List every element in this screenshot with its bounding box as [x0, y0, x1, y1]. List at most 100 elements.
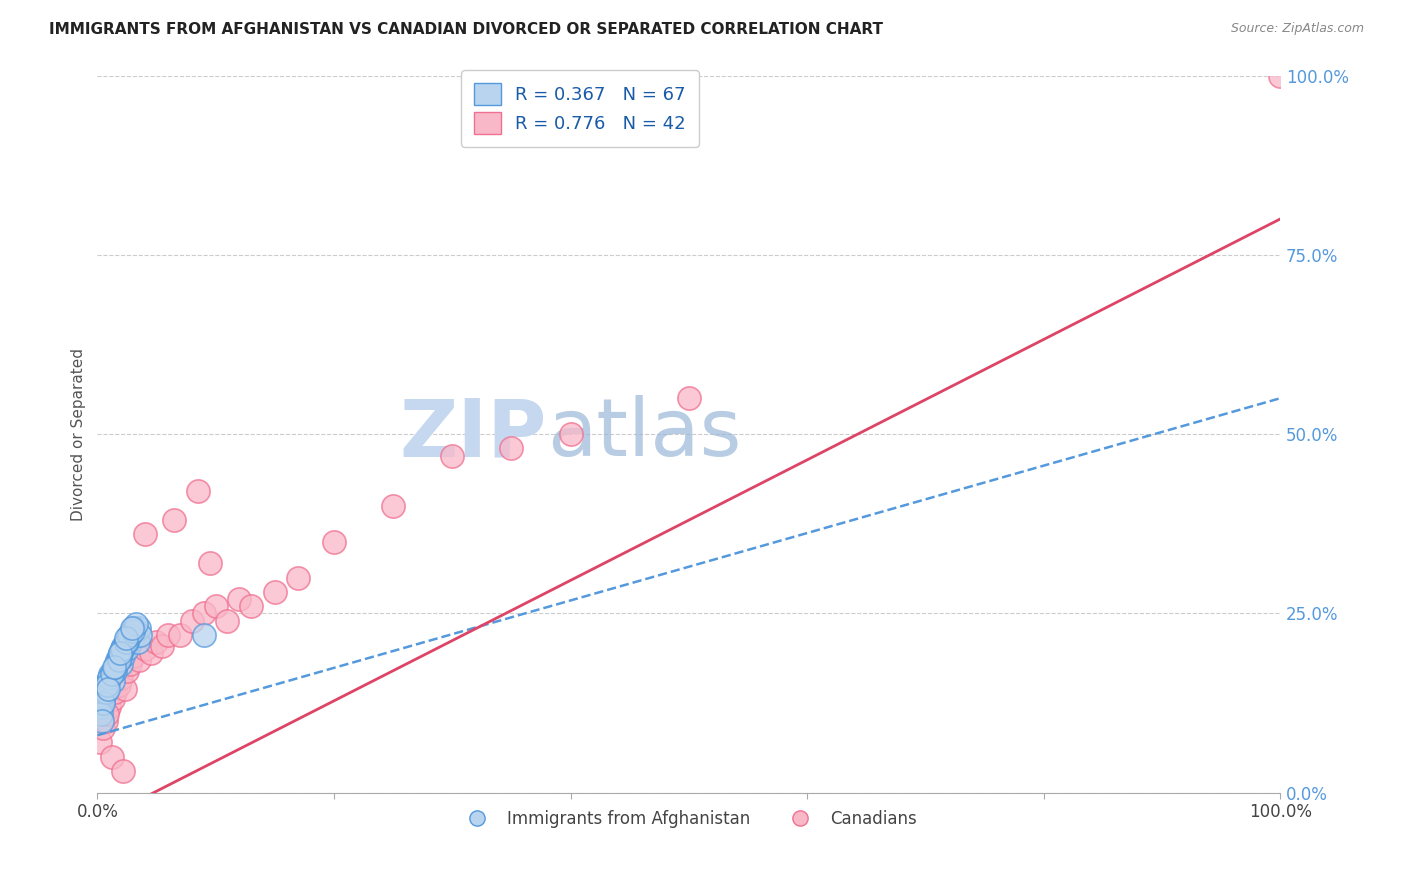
Point	[94, 714, 117, 728]
Point	[111, 642, 134, 657]
Point	[114, 639, 136, 653]
Text: IMMIGRANTS FROM AFGHANISTAN VS CANADIAN DIVORCED OR SEPARATED CORRELATION CHART: IMMIGRANTS FROM AFGHANISTAN VS CANADIAN …	[49, 22, 883, 37]
Point	[217, 614, 239, 628]
Point	[96, 706, 118, 721]
Point	[112, 639, 135, 653]
Point	[124, 628, 146, 642]
Point	[117, 632, 139, 646]
Point	[101, 664, 124, 678]
Point	[110, 671, 132, 685]
Point	[125, 617, 148, 632]
Point	[111, 642, 134, 657]
Point	[89, 735, 111, 749]
Point	[441, 449, 464, 463]
Point	[94, 685, 117, 699]
Point	[157, 628, 180, 642]
Point	[91, 714, 114, 728]
Point	[118, 628, 141, 642]
Point	[128, 653, 150, 667]
Point	[103, 660, 125, 674]
Point	[110, 657, 132, 671]
Text: ZIP: ZIP	[399, 395, 547, 473]
Point	[115, 664, 138, 678]
Point	[120, 657, 142, 671]
Point	[100, 667, 122, 681]
Point	[152, 639, 174, 653]
Point	[181, 614, 204, 628]
Point	[104, 660, 127, 674]
Point	[121, 621, 143, 635]
Point	[560, 427, 582, 442]
Point	[139, 646, 162, 660]
Point	[96, 678, 118, 692]
Point	[115, 635, 138, 649]
Point	[98, 699, 121, 714]
Text: Source: ZipAtlas.com: Source: ZipAtlas.com	[1230, 22, 1364, 36]
Point	[108, 646, 131, 660]
Point	[263, 585, 285, 599]
Point	[120, 635, 142, 649]
Point	[287, 570, 309, 584]
Point	[127, 635, 149, 649]
Point	[107, 653, 129, 667]
Point	[107, 653, 129, 667]
Point	[118, 628, 141, 642]
Point	[108, 649, 131, 664]
Point	[198, 556, 221, 570]
Text: atlas: atlas	[547, 395, 741, 473]
Point	[121, 621, 143, 635]
Point	[97, 681, 120, 696]
Point	[104, 660, 127, 674]
Point	[163, 513, 186, 527]
Point	[193, 628, 215, 642]
Point	[382, 499, 405, 513]
Point	[169, 628, 191, 642]
Point	[114, 632, 136, 646]
Point	[98, 667, 121, 681]
Point	[107, 649, 129, 664]
Point	[114, 635, 136, 649]
Point	[323, 534, 346, 549]
Point	[128, 621, 150, 635]
Point	[240, 599, 263, 614]
Point	[100, 749, 122, 764]
Point	[107, 653, 129, 667]
Point	[91, 721, 114, 735]
Point	[98, 671, 121, 685]
Point	[108, 646, 131, 660]
Point	[100, 667, 122, 681]
Point	[112, 649, 135, 664]
Point	[124, 621, 146, 635]
Point	[134, 527, 156, 541]
Point	[120, 628, 142, 642]
Point	[187, 484, 209, 499]
Point	[121, 624, 143, 639]
Point	[1270, 69, 1292, 83]
Point	[121, 624, 143, 639]
Point	[101, 674, 124, 689]
Point	[105, 657, 128, 671]
Point	[114, 681, 136, 696]
Point	[90, 706, 112, 721]
Point	[107, 678, 129, 692]
Point	[101, 692, 124, 706]
Point	[115, 642, 138, 657]
Point	[93, 685, 115, 699]
Point	[91, 692, 114, 706]
Point	[112, 764, 135, 779]
Point	[121, 649, 143, 664]
Point	[91, 689, 114, 703]
Point	[204, 599, 226, 614]
Point	[678, 391, 700, 405]
Point	[121, 632, 143, 646]
Point	[145, 635, 167, 649]
Y-axis label: Divorced or Separated: Divorced or Separated	[72, 348, 86, 521]
Point	[228, 592, 250, 607]
Point	[105, 657, 128, 671]
Point	[122, 628, 145, 642]
Point	[103, 664, 125, 678]
Point	[134, 642, 156, 657]
Point	[94, 681, 117, 696]
Point	[98, 671, 121, 685]
Point	[501, 442, 523, 456]
